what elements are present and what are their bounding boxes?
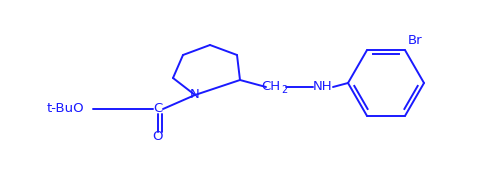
Text: CH: CH bbox=[261, 81, 280, 93]
Text: 2: 2 bbox=[281, 85, 287, 95]
Text: N: N bbox=[190, 88, 200, 101]
Text: O: O bbox=[153, 130, 163, 144]
Text: C: C bbox=[153, 102, 163, 116]
Text: NH: NH bbox=[313, 81, 333, 93]
Text: t-BuO: t-BuO bbox=[46, 102, 84, 116]
Text: Br: Br bbox=[408, 34, 423, 47]
